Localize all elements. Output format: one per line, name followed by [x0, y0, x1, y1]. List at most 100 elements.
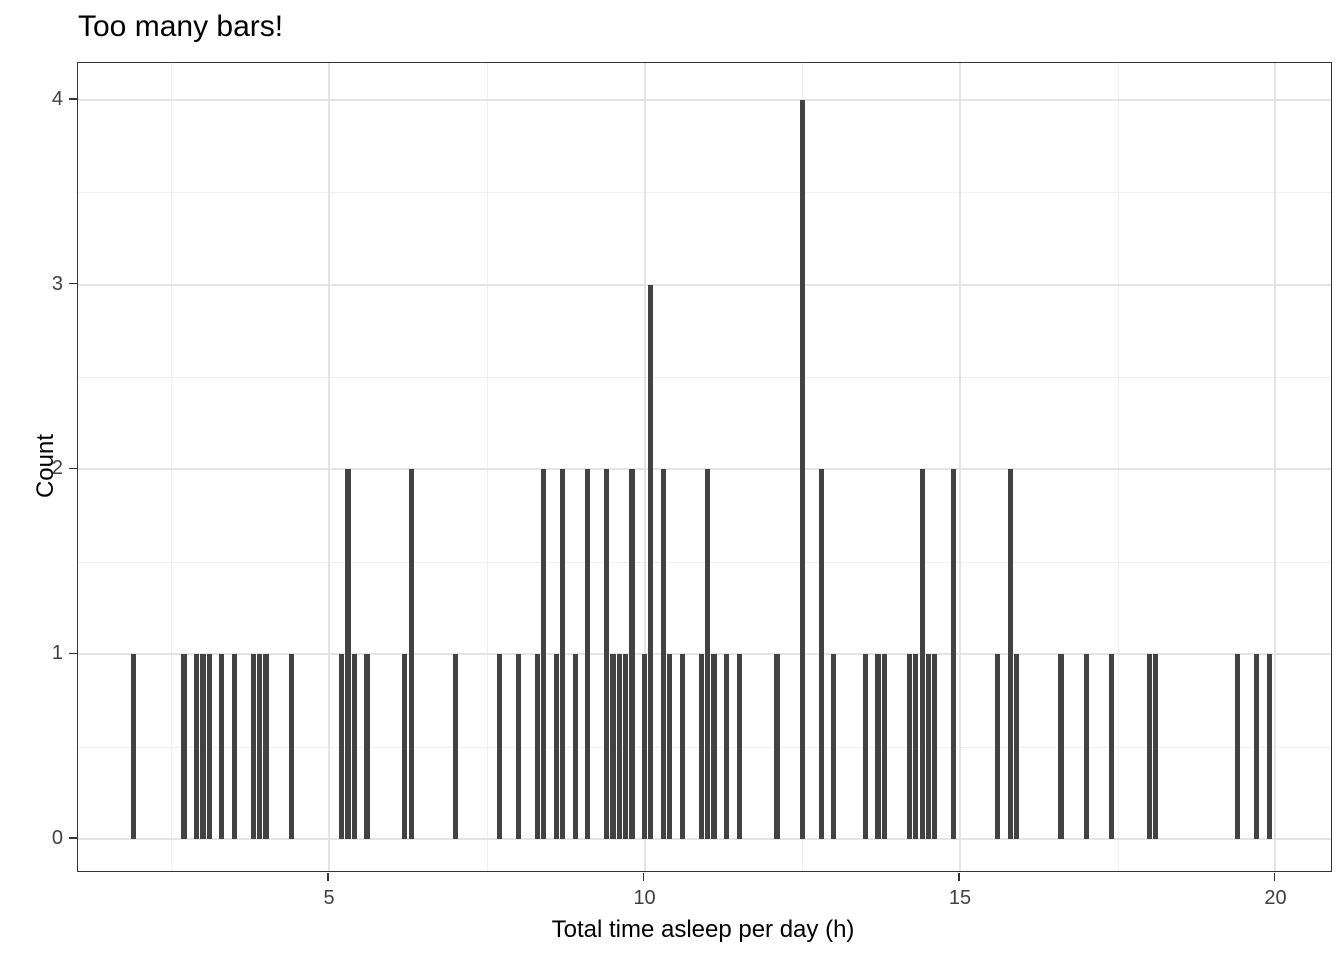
y-tick-mark: [69, 837, 77, 839]
histogram-bar: [679, 654, 685, 840]
y-tick-label: 4: [51, 87, 63, 110]
histogram-bar: [219, 654, 225, 840]
histogram-bar: [660, 469, 667, 840]
x-major-gridline: [959, 63, 962, 871]
x-minor-gridline: [1117, 63, 1119, 871]
histogram-bar: [648, 284, 654, 840]
y-major-gridline: [78, 98, 1331, 101]
histogram-bar: [534, 654, 540, 840]
histogram-bar: [345, 469, 351, 840]
histogram-bar: [932, 654, 938, 840]
histogram-bar: [351, 654, 357, 840]
histogram-bar: [925, 654, 932, 840]
histogram-bar: [799, 99, 805, 840]
histogram-bar: [862, 654, 868, 840]
histogram-bar: [774, 654, 780, 840]
histogram-bar: [1083, 654, 1089, 840]
histogram-bar: [875, 654, 881, 840]
histogram-bar: [1058, 654, 1064, 840]
histogram-bar: [250, 654, 256, 840]
y-tick-mark: [69, 467, 77, 470]
y-tick-mark: [69, 282, 77, 285]
y-minor-gridline: [78, 746, 1331, 748]
histogram-bar: [402, 654, 408, 840]
histogram-bar: [364, 654, 370, 840]
histogram-bar: [723, 654, 730, 840]
histogram-bar: [559, 469, 566, 840]
histogram-bar: [623, 654, 629, 840]
histogram-bar: [906, 654, 913, 840]
x-tick-label: 15: [948, 887, 972, 909]
histogram-bar: [913, 654, 919, 840]
x-tick-mark: [327, 873, 329, 881]
histogram-bar: [515, 654, 521, 840]
chart-title: Too many bars!: [78, 10, 284, 43]
histogram-bar: [1146, 654, 1152, 840]
histogram-bar: [231, 654, 238, 840]
histogram-bar: [339, 654, 345, 840]
histogram-bar: [604, 469, 610, 840]
histogram-bar: [585, 469, 591, 840]
histogram-bar: [181, 654, 187, 840]
x-tick-mark: [642, 873, 645, 881]
histogram-bar: [951, 469, 957, 840]
histogram-bar: [698, 654, 704, 840]
y-major-gridline: [78, 838, 1331, 841]
histogram-bar: [1253, 654, 1260, 840]
x-major-gridline: [328, 63, 331, 871]
x-tick-label: 10: [633, 887, 656, 909]
histogram-bar: [667, 654, 673, 840]
y-tick-mark: [69, 652, 77, 654]
histogram-bar: [1235, 654, 1241, 840]
histogram-bar: [1108, 654, 1115, 840]
histogram-bar: [1007, 469, 1014, 840]
histogram-bar: [919, 469, 925, 840]
histogram-bar: [1014, 654, 1020, 840]
histogram-bar: [206, 654, 212, 840]
y-major-gridline: [78, 283, 1331, 286]
x-tick-mark: [1273, 873, 1276, 881]
x-tick-label: 5: [323, 887, 335, 909]
y-minor-gridline: [78, 561, 1331, 563]
histogram-bar: [408, 469, 414, 840]
y-tick-label: 3: [51, 272, 63, 295]
histogram-bar: [995, 654, 1001, 840]
histogram-bar: [711, 654, 717, 840]
histogram-bar: [263, 654, 269, 840]
x-tick-label: 20: [1264, 887, 1287, 909]
plot-panel: [77, 62, 1332, 872]
histogram-bar: [288, 654, 294, 840]
histogram-bar: [705, 469, 711, 840]
histogram-bar: [553, 654, 559, 840]
y-major-gridline: [78, 468, 1331, 471]
x-major-gridline: [1274, 63, 1277, 871]
histogram-bar: [881, 654, 887, 840]
histogram-bar: [1153, 654, 1159, 840]
y-tick-label: 0: [51, 827, 63, 850]
histogram-bar: [629, 469, 635, 840]
histogram-bar: [200, 654, 206, 840]
histogram-bar: [818, 469, 824, 840]
histogram-bar: [736, 654, 742, 840]
y-tick-label: 2: [51, 457, 63, 480]
y-major-gridline: [78, 653, 1331, 656]
x-minor-gridline: [171, 63, 173, 871]
histogram-bar: [452, 654, 458, 840]
histogram-bar: [194, 654, 200, 840]
histogram-bar: [641, 654, 648, 840]
histogram-bar: [610, 654, 616, 840]
histogram-bar: [257, 654, 263, 840]
x-minor-gridline: [486, 63, 488, 871]
y-minor-gridline: [78, 192, 1331, 194]
y-tick-mark: [69, 98, 77, 100]
x-axis-title: Total time asleep per day (h): [551, 916, 855, 943]
y-tick-label: 1: [51, 642, 63, 665]
histogram-bar: [616, 654, 622, 840]
histogram-bar: [130, 654, 137, 840]
histogram-bar: [831, 654, 837, 840]
histogram-bar: [1266, 654, 1272, 840]
x-major-gridline: [643, 63, 646, 871]
histogram-bar: [572, 654, 578, 840]
x-tick-mark: [958, 873, 960, 881]
